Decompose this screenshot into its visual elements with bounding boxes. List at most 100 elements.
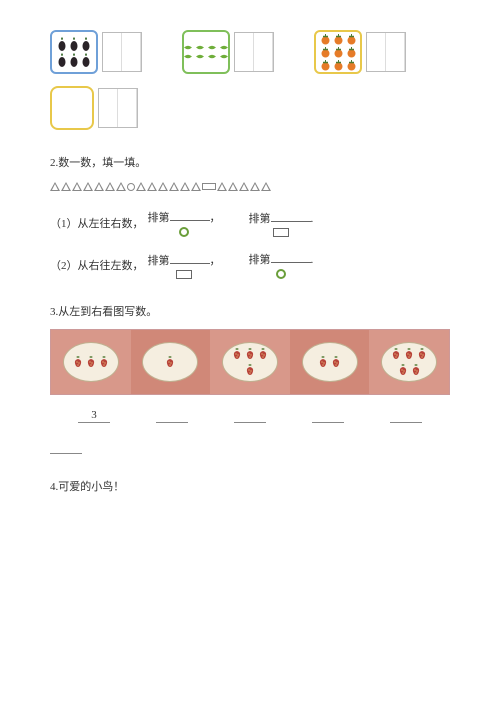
q2-title: 2.数一数，填一填。 [50, 154, 450, 170]
q2-line2: （2）从右往左数， 排第， 排第. [50, 251, 450, 279]
answer-row: 3 [50, 409, 450, 423]
triangle-icon [116, 182, 126, 191]
answer-slot-4[interactable] [312, 409, 344, 423]
strawberry-icon [330, 356, 342, 368]
count-item-eggplant [50, 30, 142, 74]
triangle-icon [261, 182, 271, 191]
strawberry-icon [403, 348, 415, 360]
blank[interactable] [271, 210, 311, 222]
q2-1-prefix: （1）从左往右数， [50, 215, 144, 231]
eggplant-icon [81, 53, 91, 67]
persimmon-icon [320, 60, 331, 71]
strip-cell [131, 330, 211, 394]
eggplant-icon [57, 53, 67, 67]
strawberry-strip [50, 329, 450, 395]
persimmon-icon [320, 47, 331, 58]
blank[interactable] [170, 209, 210, 221]
q1-counting [50, 30, 450, 130]
comma: ， [210, 212, 221, 224]
rect-icon [202, 183, 216, 190]
text-pai: 排第 [148, 255, 170, 267]
triangle-icon [147, 182, 157, 191]
answer-box[interactable] [234, 32, 274, 72]
cucumber-icon [195, 53, 205, 60]
strawberry-icon [416, 348, 428, 360]
blank[interactable] [170, 252, 210, 264]
q4-title: 4.可爱的小鸟！ [50, 478, 450, 494]
triangle-icon [228, 182, 238, 191]
strawberry-icon [390, 348, 402, 360]
strawberry-icon [85, 356, 97, 368]
answer-slot-1[interactable]: 3 [78, 409, 110, 423]
persimmon-icon [320, 34, 331, 45]
answer-slot-5[interactable] [390, 409, 422, 423]
answer-box[interactable] [98, 88, 138, 128]
comma: ， [210, 255, 221, 267]
cucumber-icon [207, 53, 217, 60]
triangle-icon [158, 182, 168, 191]
strawberry-icon [257, 348, 269, 360]
strawberry-icon [244, 348, 256, 360]
strawberry-icon [397, 364, 409, 376]
q3-section: 3.从左到右看图写数。 3 [50, 303, 450, 454]
fruit-box-cucumber [182, 30, 230, 74]
triangle-icon [217, 182, 227, 191]
strawberry-icon [244, 364, 256, 376]
fruit-box-eggplant [50, 30, 98, 74]
circle-icon [127, 183, 135, 191]
triangle-icon [169, 182, 179, 191]
text-pai: 排第 [148, 212, 170, 224]
q4-section: 4.可爱的小鸟！ [50, 478, 450, 494]
answer-box[interactable] [102, 32, 142, 72]
triangle-icon [83, 182, 93, 191]
answer-box[interactable] [366, 32, 406, 72]
plate [302, 342, 358, 382]
count-item-cucumber [182, 30, 274, 74]
blank[interactable] [271, 251, 311, 263]
persimmon-icon [346, 47, 357, 58]
cucumber-icon [207, 44, 217, 51]
q2-2-prefix: （2）从右往左数， [50, 257, 144, 273]
count-item-persimmon [314, 30, 406, 74]
plate [142, 342, 198, 382]
cucumber-icon [219, 53, 229, 60]
eggplant-icon [69, 53, 79, 67]
q2-line1: （1）从左往右数， 排第， 排第. [50, 209, 450, 237]
triangle-icon [105, 182, 115, 191]
triangle-icon [191, 182, 201, 191]
persimmon-icon [333, 34, 344, 45]
cucumber-icon [219, 44, 229, 51]
strawberry-icon [410, 364, 422, 376]
triangle-icon [250, 182, 260, 191]
eggplant-icon [69, 37, 79, 51]
q3-title: 3.从左到右看图写数。 [50, 303, 450, 319]
shape-sequence [50, 182, 450, 191]
plate [381, 342, 437, 382]
triangle-icon [50, 182, 60, 191]
answer-slot-3[interactable] [234, 409, 266, 423]
eggplant-icon [57, 37, 67, 51]
persimmon-icon [333, 60, 344, 71]
circle-icon [179, 227, 189, 237]
strip-cell [369, 330, 449, 394]
lone-blank[interactable] [50, 453, 82, 454]
fruit-box-persimmon [314, 30, 362, 74]
rect-icon [176, 270, 192, 279]
triangle-icon [94, 182, 104, 191]
triangle-icon [239, 182, 249, 191]
fruit-box-empty [50, 86, 94, 130]
answer-slot-2[interactable] [156, 409, 188, 423]
cucumber-icon [195, 44, 205, 51]
triangle-icon [72, 182, 82, 191]
triangle-icon [61, 182, 71, 191]
persimmon-icon [333, 47, 344, 58]
triangle-icon [180, 182, 190, 191]
triangle-icon [136, 182, 146, 191]
plate [222, 342, 278, 382]
count-item-empty [50, 86, 138, 130]
dot: . [311, 213, 314, 225]
persimmon-icon [346, 34, 357, 45]
rect-icon [273, 228, 289, 237]
count-grid [50, 30, 450, 130]
eggplant-icon [81, 37, 91, 51]
